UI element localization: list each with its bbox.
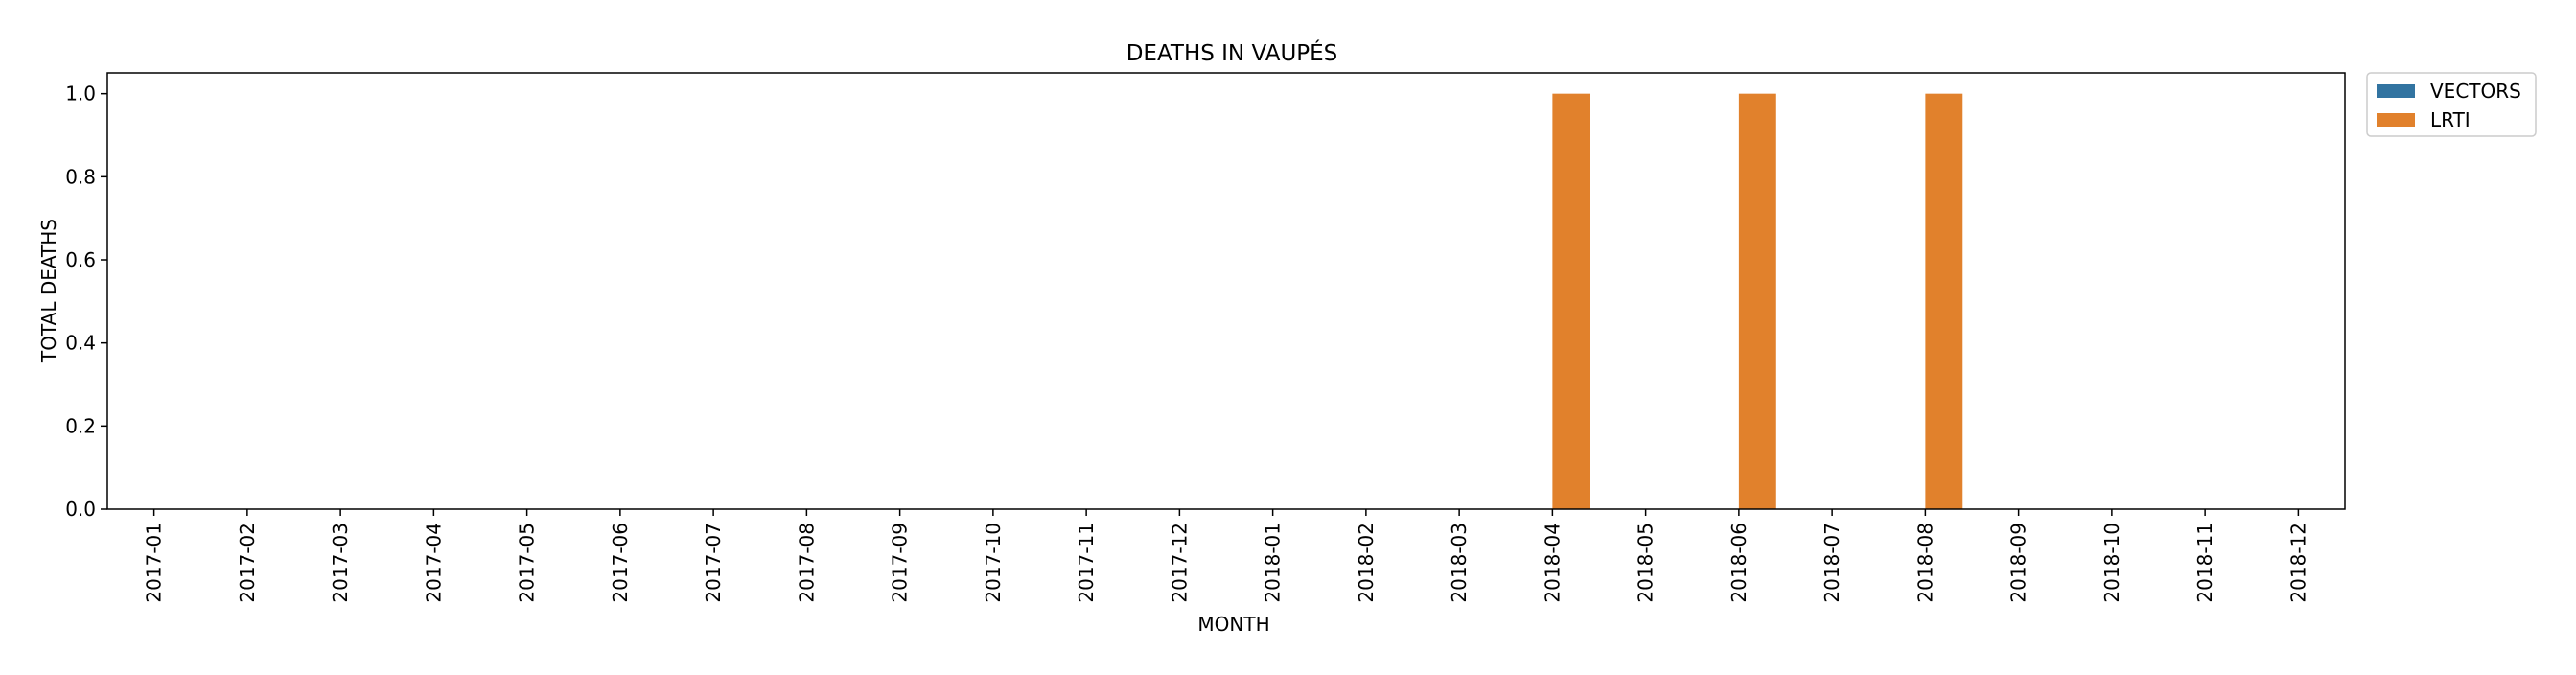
x-tick-label: 2018-07 [1821, 523, 1844, 603]
x-tick-label: 2017-01 [143, 523, 166, 603]
bar-lrti-2018-04 [1552, 93, 1590, 510]
x-tick-label: 2018-04 [1541, 523, 1564, 603]
x-tick-label: 2018-03 [1448, 523, 1471, 603]
x-tick-label: 2017-05 [516, 523, 539, 603]
x-tick-label: 2017-10 [982, 523, 1005, 603]
x-tick-label: 2017-08 [795, 523, 818, 603]
bar-lrti-2018-06 [1738, 93, 1776, 510]
y-axis-label: TOTAL DEATHS [37, 219, 60, 363]
x-tick-label: 2017-02 [236, 523, 259, 603]
x-tick-label: 2017-03 [329, 523, 352, 603]
x-tick-label: 2018-12 [2286, 523, 2309, 603]
legend-swatch-lrti [2377, 113, 2415, 127]
x-tick-label: 2017-06 [609, 523, 632, 603]
x-axis-label: MONTH [1197, 613, 1269, 636]
y-tick-label: 0.6 [65, 248, 96, 271]
y-tick-label: 1.0 [65, 82, 96, 105]
y-tick-label: 0.2 [65, 414, 96, 437]
legend-label-vectors: VECTORS [2430, 80, 2521, 103]
x-axis: 2017-01 2017-02 2017-03 2017-04 2017-05 2017-… [143, 509, 2309, 603]
x-tick-label: 2018-02 [1355, 523, 1378, 603]
x-tick-label: 2018-01 [1262, 523, 1285, 603]
x-tick-label: 2017-04 [422, 523, 445, 603]
bar-lrti-2018-08 [1925, 93, 1963, 510]
x-tick-label: 2017-12 [1168, 523, 1191, 603]
chart-title: DEATHS IN VAUPÉS [1126, 39, 1338, 66]
x-tick-label: 2017-07 [702, 523, 725, 603]
x-tick-label: 2018-05 [1635, 523, 1658, 603]
x-tick-label: 2018-08 [1914, 523, 1937, 603]
legend-swatch-vectors [2377, 84, 2415, 98]
plot-area-frame [106, 72, 2346, 510]
y-tick-label: 0.8 [65, 165, 96, 188]
legend: VECTORS LRTI [2366, 72, 2537, 137]
x-tick-label: 2018-11 [2193, 523, 2216, 603]
x-tick-label: 2018-10 [2100, 523, 2123, 603]
y-axis: 0.0 0.2 0.4 0.6 0.8 1.0 [65, 82, 107, 521]
y-tick-label: 0.4 [65, 332, 96, 355]
legend-label-lrti: LRTI [2430, 108, 2471, 131]
x-tick-label: 2017-11 [1075, 523, 1098, 603]
x-tick-label: 2018-06 [1728, 523, 1751, 603]
y-tick-label: 0.0 [65, 498, 96, 521]
bars-layer [1552, 93, 1963, 510]
x-tick-label: 2017-09 [889, 523, 912, 603]
x-tick-label: 2018-09 [2007, 523, 2031, 603]
